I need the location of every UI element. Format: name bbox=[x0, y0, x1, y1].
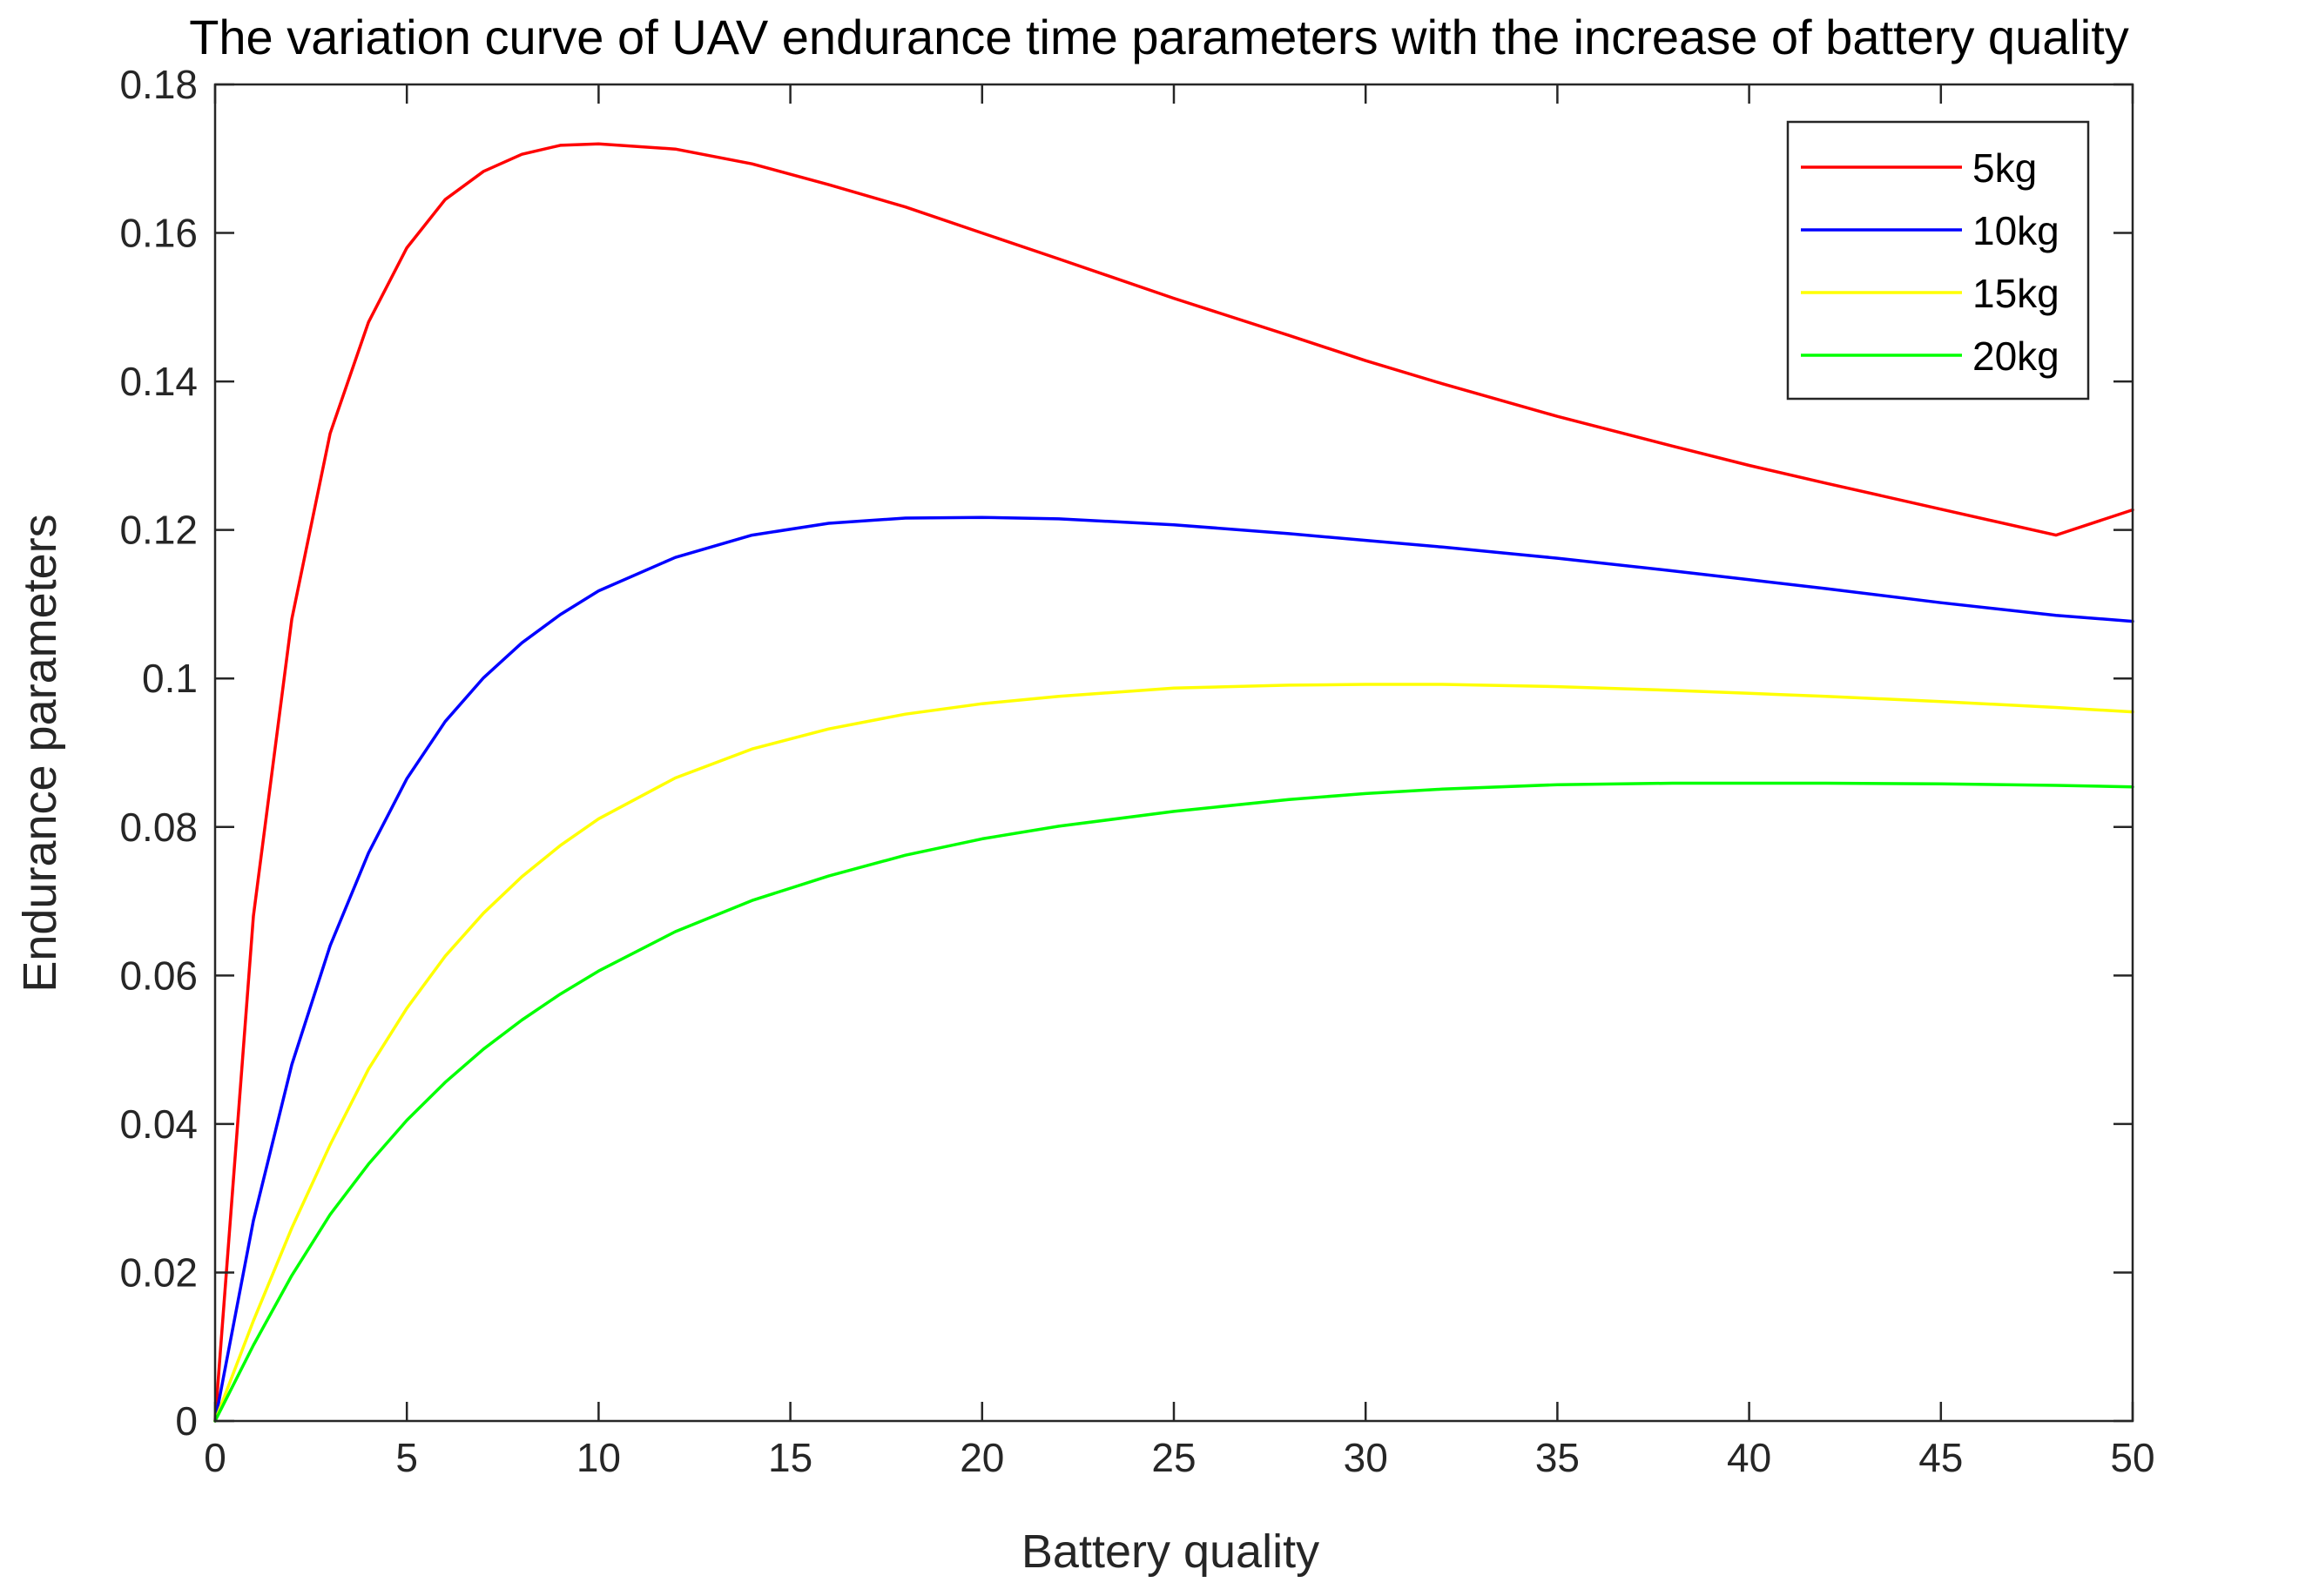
plot-area: 0 5 10 15 20 25 30 35 40 45 50 0 0.02 0.04 0.06 0.08 0.1… bbox=[119, 62, 2154, 1480]
y-tick-label: 0 bbox=[175, 1398, 198, 1444]
x-tick-label: 20 bbox=[960, 1435, 1004, 1480]
x-tick-label: 5 bbox=[395, 1435, 418, 1480]
y-tick-label: 0.02 bbox=[119, 1249, 198, 1295]
series-line-10kg bbox=[213, 515, 2134, 1423]
y-tick-label: 0.04 bbox=[119, 1101, 198, 1147]
y-tick-label: 0.18 bbox=[119, 62, 198, 107]
y-tick-label: 0.14 bbox=[119, 359, 198, 404]
chart-title: The variation curve of UAV endurance tim… bbox=[189, 10, 2129, 64]
y-tick-label: 0.16 bbox=[119, 211, 198, 256]
x-tick-label: 30 bbox=[1344, 1435, 1388, 1480]
series-line-15kg bbox=[213, 683, 2134, 1423]
x-tick-label: 40 bbox=[1727, 1435, 1771, 1480]
y-tick-label: 0.08 bbox=[119, 805, 198, 850]
x-tick-label: 45 bbox=[1918, 1435, 1963, 1480]
x-tick-label: 0 bbox=[204, 1435, 226, 1480]
series-line-5kg bbox=[213, 142, 2134, 1423]
x-tick-label: 35 bbox=[1535, 1435, 1580, 1480]
legend-label-15kg: 15kg bbox=[1972, 271, 2059, 316]
x-tick-label: 15 bbox=[768, 1435, 812, 1480]
x-axis-title: Battery quality bbox=[1021, 1525, 1319, 1578]
x-tick-label: 25 bbox=[1151, 1435, 1196, 1480]
x-tick-label: 10 bbox=[576, 1435, 621, 1480]
legend-label-5kg: 5kg bbox=[1972, 145, 2037, 191]
series-line-20kg bbox=[213, 781, 2134, 1423]
y-tick-label: 0.12 bbox=[119, 508, 198, 553]
y-axis-title: Endurance parameters bbox=[14, 514, 66, 992]
y-tick-label: 0.1 bbox=[142, 656, 198, 701]
legend: 5kg 10kg 15kg 20kg bbox=[1786, 120, 2090, 401]
legend-label-20kg: 20kg bbox=[1972, 333, 2059, 379]
y-tick-label: 0.06 bbox=[119, 953, 198, 998]
legend-label-10kg: 10kg bbox=[1972, 208, 2059, 253]
x-tick-label: 50 bbox=[2110, 1435, 2154, 1480]
